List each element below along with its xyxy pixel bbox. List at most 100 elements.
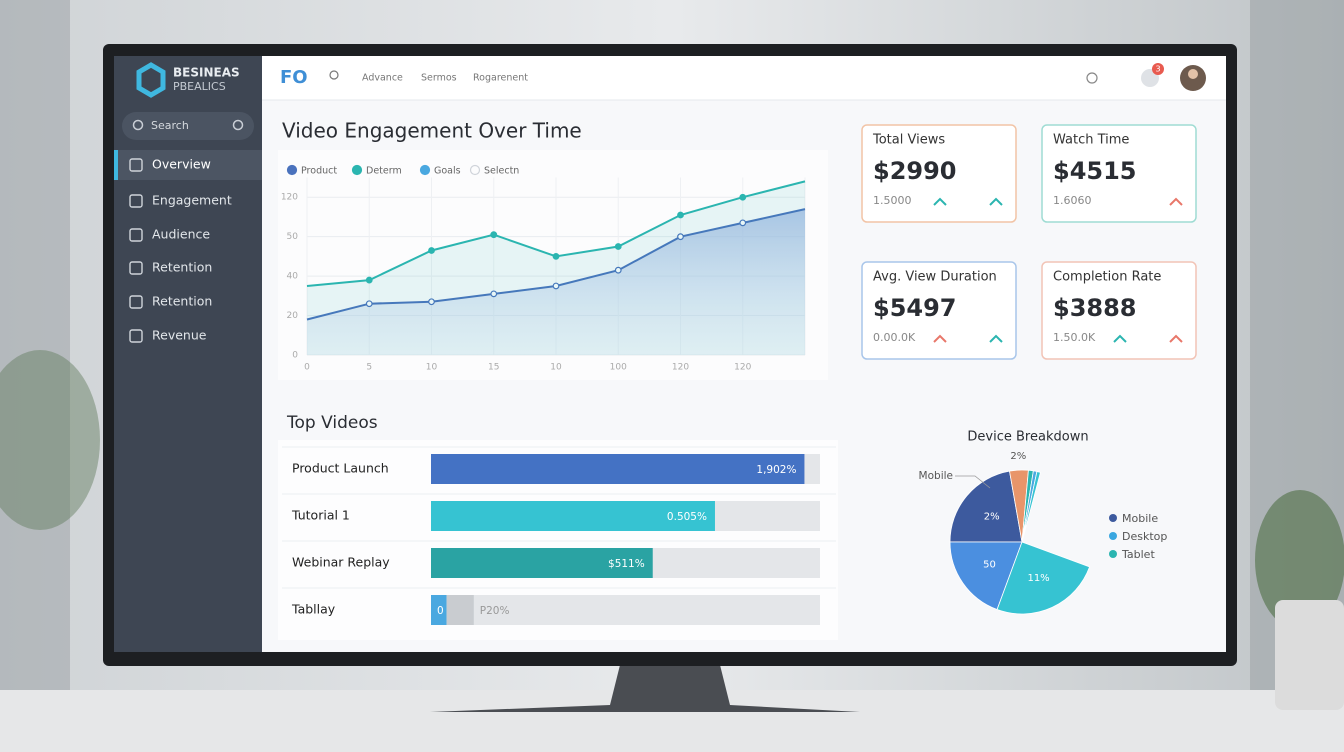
nav-item[interactable]: Retention xyxy=(152,260,212,275)
y-tick-label: 40 xyxy=(287,272,299,282)
kpi-title: Watch Time xyxy=(1053,133,1129,148)
kpi-sub: 1.5000 xyxy=(873,194,912,207)
legend-label: Tablet xyxy=(1121,548,1155,561)
nav-icon xyxy=(129,295,143,309)
nav-icon xyxy=(129,194,143,208)
chart-title: Top Videos xyxy=(286,413,378,433)
x-tick-label: 120 xyxy=(672,363,689,373)
point xyxy=(428,298,435,306)
nav-item[interactable]: Retention xyxy=(152,294,212,309)
trend-arrow xyxy=(989,334,1003,343)
nav-active-bar xyxy=(114,150,118,180)
top-link[interactable]: Advance xyxy=(362,73,403,84)
point xyxy=(739,219,747,227)
search-box[interactable] xyxy=(122,112,254,140)
bar-label: Tabllay xyxy=(291,602,336,617)
point xyxy=(739,193,747,201)
legend-swatch xyxy=(419,164,431,176)
kpi-value: $4515 xyxy=(1053,157,1137,185)
kpi-value: $2990 xyxy=(873,157,957,185)
y-tick-label: 120 xyxy=(281,193,298,203)
bar-label: Product Launch xyxy=(292,461,389,476)
nav-item[interactable]: Audience xyxy=(152,227,210,242)
legend-swatch xyxy=(1109,532,1117,540)
nav-icon xyxy=(129,228,143,242)
slice-label: 2% xyxy=(984,512,1000,523)
bar-value: 1,902% xyxy=(756,464,796,476)
trend-arrow xyxy=(1169,334,1183,343)
point xyxy=(614,243,622,250)
plant xyxy=(1255,490,1344,630)
x-tick-label: 15 xyxy=(488,363,499,373)
bar xyxy=(431,454,805,484)
slice-label: 11% xyxy=(1027,573,1049,584)
kpi-title: Completion Rate xyxy=(1053,270,1161,285)
bar-value: 0.505% xyxy=(667,511,707,523)
point xyxy=(490,290,498,298)
x-tick-label: 10 xyxy=(550,363,562,373)
point xyxy=(490,231,498,239)
pie-slice xyxy=(949,470,1023,543)
kpi-card xyxy=(861,261,1017,360)
kpi-card xyxy=(1041,261,1197,360)
brand-logo xyxy=(136,62,166,98)
chart-title: Video Engagement Over Time xyxy=(282,119,582,143)
top-link[interactable]: Sermos xyxy=(421,73,457,84)
legend-swatch xyxy=(469,164,481,176)
y-tick-label: 50 xyxy=(287,232,299,242)
bar-label: Webinar Replay xyxy=(292,555,390,570)
user-icon xyxy=(329,70,339,80)
trend-arrow xyxy=(989,197,1003,206)
top-logo: FO xyxy=(280,67,308,88)
brand-line2: PBEALICS xyxy=(173,80,226,93)
kpi-sub: 1.50.0K xyxy=(1053,331,1096,344)
point xyxy=(365,300,373,308)
nav-icon xyxy=(129,158,143,172)
legend-label: Selectn xyxy=(484,166,519,177)
callout-line xyxy=(955,475,991,489)
slice-label: 2% xyxy=(1010,451,1026,462)
callout-label: Mobile xyxy=(919,470,953,482)
top-link[interactable]: Rogarenent xyxy=(473,73,528,84)
brand-line1: BESINEAS xyxy=(173,66,240,80)
plant-blur xyxy=(0,350,100,530)
legend-label: Mobile xyxy=(1122,512,1158,525)
x-tick-label: 0 xyxy=(304,363,310,373)
x-tick-label: 120 xyxy=(734,363,751,373)
pot xyxy=(1275,600,1344,710)
settings-icon[interactable] xyxy=(1086,72,1098,84)
slice-label: 50 xyxy=(983,560,996,571)
sidebar xyxy=(114,56,262,652)
bar-value: P20% xyxy=(480,605,510,617)
nav-item[interactable]: Overview xyxy=(152,157,211,172)
bar xyxy=(446,595,474,625)
search-text: Search xyxy=(151,119,189,132)
legend-label: Goals xyxy=(434,166,461,177)
kpi-title: Avg. View Duration xyxy=(873,270,997,285)
kpi-sub: 1.6060 xyxy=(1053,194,1092,207)
badge-count: 3 xyxy=(1155,65,1160,74)
kpi-title: Total Views xyxy=(872,133,945,148)
point xyxy=(428,247,435,254)
kpi-value: $3888 xyxy=(1053,294,1137,322)
nav-icon xyxy=(129,261,143,275)
legend-swatch xyxy=(286,164,298,176)
legend-swatch xyxy=(1109,514,1117,522)
nav-item[interactable]: Engagement xyxy=(152,193,232,208)
kpi-card xyxy=(1041,124,1197,223)
legend-label: Determ xyxy=(366,166,402,177)
nav-item[interactable]: Revenue xyxy=(152,328,207,343)
pie-slice xyxy=(949,541,1023,611)
kpi-sub: 0.00.0K xyxy=(873,331,916,344)
point xyxy=(552,252,560,260)
chart-title: Device Breakdown xyxy=(967,430,1088,445)
kpi-value: $5497 xyxy=(873,294,957,322)
monitor-stand xyxy=(430,665,860,712)
x-tick-label: 100 xyxy=(610,363,627,373)
x-tick-label: 10 xyxy=(426,363,438,373)
search-icon xyxy=(232,119,244,131)
series-area xyxy=(307,181,805,355)
point xyxy=(614,266,622,274)
bar-value: $511% xyxy=(608,558,645,570)
